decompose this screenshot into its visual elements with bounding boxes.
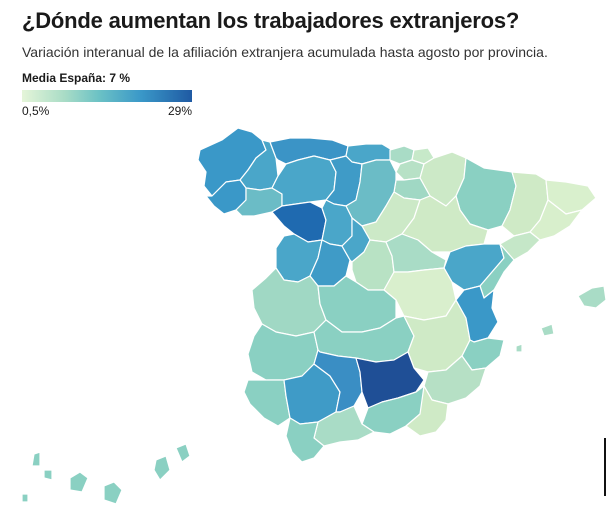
legend-max-label: 29%: [167, 104, 192, 118]
province-barcelona[interactable]: [529, 199, 583, 241]
legend-average-label: Media España: 7 %: [22, 71, 131, 85]
legend-min-label: 0,5%: [22, 104, 50, 118]
color-legend: Media España: 7 % 0,5% 29%: [22, 71, 192, 118]
legend-color-scale: [22, 90, 192, 102]
province-huelva[interactable]: [243, 379, 291, 427]
chart-subtitle: Variación interanual de la afiliación ex…: [22, 44, 548, 60]
province-canarias[interactable]: [21, 443, 191, 505]
legend-ticks: 0,5% 29%: [22, 104, 192, 118]
province-baleares[interactable]: [515, 285, 607, 353]
province-huesca[interactable]: [455, 157, 517, 231]
province-leon[interactable]: [271, 155, 337, 207]
province-zamora[interactable]: [271, 201, 327, 243]
chart-title: ¿Dónde aumentan los trabajadores extranj…: [22, 8, 520, 33]
province-almeria[interactable]: [405, 385, 449, 437]
frame-edge-line: [604, 438, 606, 496]
province-valencia[interactable]: [455, 285, 499, 343]
province-cadiz[interactable]: [285, 417, 325, 463]
